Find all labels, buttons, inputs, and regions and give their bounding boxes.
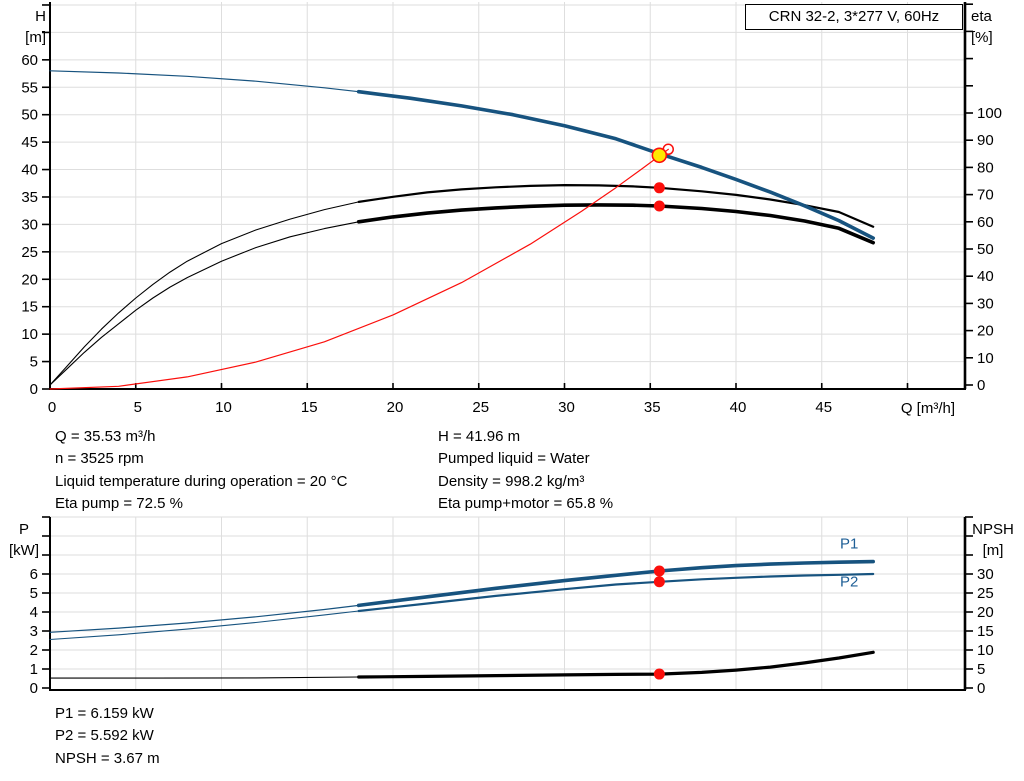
eta-pump-motor-operating-point <box>653 200 665 212</box>
y-right-tick-label: 30 <box>977 295 994 312</box>
y-right-tick-label: 10 <box>977 642 994 659</box>
duty-point-actual <box>651 147 668 164</box>
y-right-tick-label: 15 <box>977 623 994 640</box>
info-line: P2 = 5.592 kW <box>55 727 154 745</box>
y-left-tick-label: 5 <box>30 354 38 371</box>
p1-operating-point <box>653 565 665 577</box>
y-left-tick-label: 50 <box>21 107 38 124</box>
y-right-tick-label: 40 <box>977 268 994 285</box>
y-right-tick-label: 20 <box>977 323 994 340</box>
x-tick-label: 20 <box>387 399 404 416</box>
pump-title: CRN 32-2, 3*277 V, 60Hz <box>768 8 940 25</box>
info-line: NPSH = 3.67 m <box>55 749 160 767</box>
y-right-tick-label: 20 <box>977 604 994 621</box>
y-right-tick-label: 60 <box>977 214 994 231</box>
x-tick-label: 35 <box>644 399 661 416</box>
info-line: Pumped liquid = Water <box>438 450 590 468</box>
x-tick-label: 0 <box>48 399 56 416</box>
h-axis-title: H [m] <box>25 8 46 46</box>
system-curve-line <box>49 148 669 390</box>
y-left-tick-label: 0 <box>30 680 38 697</box>
y-right-tick-label: 25 <box>977 585 994 602</box>
duty-info-right: H = 41.96 m Pumped liquid = Water Densit… <box>438 426 613 515</box>
x-tick-label: 40 <box>730 399 747 416</box>
y-right-tick-label: 10 <box>977 350 994 367</box>
eta-pump-motor-line <box>356 203 875 245</box>
y-right-tick-label: 70 <box>977 187 994 204</box>
info-line: Q = 35.53 m³/h <box>55 428 156 445</box>
hq-eta-chart: 0510152025303540455055600102030405060708… <box>21 2 1002 416</box>
p2-full-range-line <box>49 610 360 641</box>
eta-pump-line <box>357 184 875 228</box>
x-tick-label: 10 <box>215 399 232 416</box>
y-left-tick-label: 30 <box>21 216 38 233</box>
y-left-tick-label: 6 <box>30 566 38 583</box>
x-tick-label: 5 <box>134 399 142 416</box>
y-left-tick-label: 10 <box>21 326 38 343</box>
info-line: Eta pump = 72.5 % <box>55 494 183 512</box>
p2-curve-label: P2 <box>840 574 858 591</box>
x-tick-label: 25 <box>472 399 489 416</box>
p1-full-range-line <box>49 604 360 633</box>
pump-curve-full-range-line <box>49 70 360 93</box>
y-left-tick-label: 45 <box>21 134 38 151</box>
pump-title-box: CRN 32-2, 3*277 V, 60Hz <box>745 4 963 30</box>
eta-axis-title: eta [%] <box>971 8 993 46</box>
y-left-tick-label: 20 <box>21 271 38 288</box>
info-line: P1 = 6.159 kW <box>55 705 154 722</box>
y-right-tick-label: 5 <box>977 661 985 678</box>
y-right-tick-label: 100 <box>977 105 1002 122</box>
power-info: P1 = 6.159 kW P2 = 5.592 kW NPSH = 3.67 … <box>55 703 160 770</box>
eta-pump-operating-point <box>653 182 665 194</box>
y-right-tick-label: 80 <box>977 159 994 176</box>
info-line: Eta pump+motor = 65.8 % <box>438 494 614 512</box>
info-line: Liquid temperature during operation = 20… <box>55 472 348 490</box>
y-right-tick-label: 50 <box>977 241 994 258</box>
info-line: H = 41.96 m <box>438 428 521 445</box>
p2-curve-line <box>357 572 875 613</box>
p1-curve-line <box>356 559 875 608</box>
y-right-tick-label: 30 <box>977 566 994 583</box>
y-right-tick-label: 90 <box>977 132 994 149</box>
x-tick-label: 15 <box>301 399 318 416</box>
duty-info-left: Q = 35.53 m³/h n = 3525 rpm Liquid tempe… <box>55 426 347 515</box>
p2-operating-point <box>653 576 665 588</box>
info-line: Density = 998.2 kg/m³ <box>438 472 585 490</box>
x-tick-label: 45 <box>815 399 832 416</box>
y-left-tick-label: 0 <box>30 381 38 398</box>
npsh-full-range-line <box>49 676 360 679</box>
npsh-curve-line <box>357 650 875 679</box>
y-left-tick-label: 40 <box>21 162 38 179</box>
y-left-tick-label: 1 <box>30 661 38 678</box>
y-left-tick-label: 3 <box>30 623 38 640</box>
npsh-operating-point <box>653 668 665 680</box>
y-left-tick-label: 55 <box>21 79 38 96</box>
p-axis-title: P [kW] <box>9 521 39 559</box>
y-left-tick-label: 60 <box>21 52 38 69</box>
y-left-tick-label: 35 <box>21 189 38 206</box>
y-left-tick-label: 5 <box>30 585 38 602</box>
p1-curve-label: P1 <box>840 535 858 552</box>
eta-pump-motor-full-range-line <box>49 221 360 386</box>
y-left-tick-label: 4 <box>30 604 38 621</box>
y-left-tick-label: 25 <box>21 244 38 261</box>
npsh-axis-title: NPSH [m] <box>972 521 1014 559</box>
q-axis-title: Q [m³/h] <box>900 400 955 417</box>
y-right-tick-label: 0 <box>977 377 985 394</box>
eta-pump-full-range-line <box>49 201 360 386</box>
x-tick-label: 30 <box>558 399 575 416</box>
y-right-tick-label: 0 <box>977 680 985 697</box>
y-left-tick-label: 2 <box>30 642 38 659</box>
info-line: n = 3525 rpm <box>55 450 144 468</box>
y-left-tick-label: 15 <box>21 299 38 316</box>
